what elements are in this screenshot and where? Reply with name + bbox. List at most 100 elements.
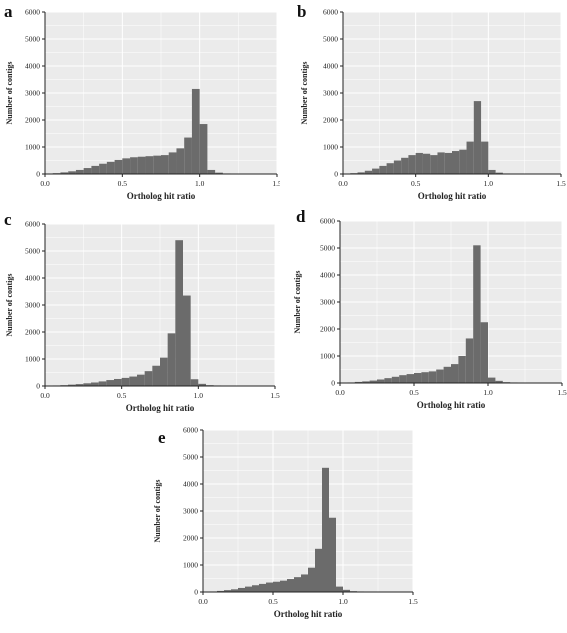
y-tick-label: 4000 bbox=[25, 62, 40, 71]
x-tick-label: 0.0 bbox=[338, 179, 348, 188]
histogram-bar bbox=[200, 124, 208, 174]
x-tick-label: 0.0 bbox=[198, 597, 208, 606]
y-tick-label: 0 bbox=[331, 379, 335, 388]
y-tick-label: 6000 bbox=[320, 217, 335, 226]
x-tick-label: 1.0 bbox=[194, 391, 204, 400]
histogram-bar bbox=[207, 170, 215, 174]
y-tick-label: 2000 bbox=[25, 328, 40, 337]
x-tick-label: 1.5 bbox=[557, 388, 567, 397]
y-tick-label: 6000 bbox=[323, 8, 338, 17]
histogram-bar bbox=[399, 375, 406, 383]
histogram-bar bbox=[421, 372, 428, 383]
x-axis-label: Ortholog hit ratio bbox=[126, 403, 195, 413]
histogram-bar bbox=[392, 377, 399, 383]
histogram-bar bbox=[153, 156, 161, 174]
x-tick-label: 0.0 bbox=[335, 388, 345, 397]
y-tick-label: 3000 bbox=[183, 507, 198, 516]
histogram-bar bbox=[301, 574, 308, 592]
y-tick-label: 3000 bbox=[25, 301, 40, 310]
y-tick-label: 2000 bbox=[25, 116, 40, 125]
histogram-bar bbox=[444, 367, 451, 383]
x-tick-label: 0.0 bbox=[40, 179, 50, 188]
y-tick-label: 1000 bbox=[25, 355, 40, 364]
panel-label-e: e bbox=[158, 428, 166, 448]
y-tick-label: 2000 bbox=[323, 116, 338, 125]
y-tick-label: 2000 bbox=[183, 534, 198, 543]
histogram-bar bbox=[161, 155, 169, 174]
y-tick-label: 1000 bbox=[320, 352, 335, 361]
histogram-bar bbox=[467, 142, 474, 174]
y-tick-label: 4000 bbox=[25, 274, 40, 283]
y-tick-label: 2000 bbox=[320, 325, 335, 334]
x-tick-label: 1.5 bbox=[270, 391, 280, 400]
histogram-bar bbox=[192, 89, 200, 174]
x-tick-label: 1.5 bbox=[272, 179, 280, 188]
histogram-bar bbox=[91, 166, 99, 174]
histogram-bar bbox=[266, 583, 273, 592]
histogram-bar bbox=[99, 381, 107, 386]
x-tick-label: 0.5 bbox=[117, 391, 127, 400]
y-axis-label: Number of contigs bbox=[5, 274, 14, 337]
histogram-bar bbox=[280, 581, 287, 592]
panel-label-b: b bbox=[297, 2, 306, 22]
histogram-bar bbox=[122, 158, 130, 174]
histogram-bar bbox=[184, 138, 192, 174]
histogram-bar bbox=[238, 588, 245, 592]
x-axis-label: Ortholog hit ratio bbox=[418, 191, 487, 201]
x-tick-label: 0.5 bbox=[118, 179, 128, 188]
y-tick-label: 5000 bbox=[25, 247, 40, 256]
histogram-bar bbox=[481, 142, 488, 174]
histogram-bar bbox=[145, 371, 153, 386]
histogram-bar bbox=[451, 364, 458, 383]
x-tick-label: 1.0 bbox=[484, 179, 494, 188]
histogram-bar bbox=[488, 378, 495, 383]
y-tick-label: 3000 bbox=[25, 89, 40, 98]
histogram-bar bbox=[315, 549, 322, 592]
x-axis-label: Ortholog hit ratio bbox=[274, 609, 343, 619]
histogram-bar bbox=[76, 170, 84, 174]
histogram-bar bbox=[407, 374, 414, 383]
histogram-bar bbox=[423, 154, 430, 174]
histogram-bar bbox=[488, 170, 495, 174]
histogram-bar bbox=[137, 375, 145, 386]
x-tick-label: 0.5 bbox=[268, 597, 278, 606]
y-tick-label: 6000 bbox=[25, 8, 40, 17]
y-tick-label: 1000 bbox=[183, 561, 198, 570]
x-tick-label: 0.5 bbox=[409, 388, 419, 397]
histogram-bar bbox=[379, 166, 386, 174]
histogram-bar bbox=[430, 155, 437, 174]
y-tick-label: 0 bbox=[36, 170, 40, 179]
histogram-bar bbox=[122, 378, 130, 386]
x-tick-label: 1.5 bbox=[408, 597, 418, 606]
histogram-bar bbox=[437, 152, 444, 174]
histogram-bar bbox=[481, 322, 488, 383]
y-tick-label: 1000 bbox=[323, 143, 338, 152]
histogram-bar bbox=[387, 163, 394, 174]
y-tick-label: 3000 bbox=[320, 298, 335, 307]
histogram-bar bbox=[459, 150, 466, 174]
histogram-bar bbox=[130, 157, 138, 174]
histogram-bar bbox=[99, 164, 107, 174]
histogram-bar bbox=[452, 151, 459, 174]
histogram-bar bbox=[176, 148, 184, 174]
y-tick-label: 0 bbox=[334, 170, 338, 179]
histogram-bar bbox=[414, 373, 421, 383]
x-tick-label: 0.5 bbox=[411, 179, 421, 188]
y-tick-label: 5000 bbox=[323, 35, 338, 44]
x-tick-label: 1.5 bbox=[556, 179, 566, 188]
histogram-bar bbox=[245, 587, 252, 592]
x-tick-label: 1.0 bbox=[338, 597, 348, 606]
histogram-bar bbox=[308, 568, 315, 592]
histogram-bar bbox=[322, 468, 329, 592]
histogram-bar bbox=[152, 366, 160, 386]
histogram-bar bbox=[114, 379, 122, 386]
histogram-bar bbox=[273, 582, 280, 592]
